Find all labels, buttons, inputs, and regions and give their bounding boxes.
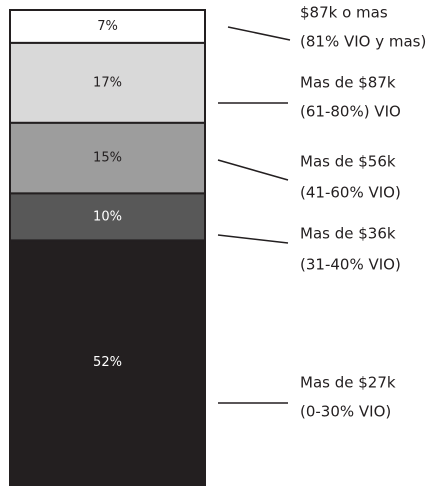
value-label: 52% (93, 355, 122, 370)
segment-label: (61-80%) VIO (300, 103, 401, 121)
value-label: 7% (97, 19, 118, 34)
leader-line (217, 159, 289, 181)
segment-label: $87k o mas (300, 4, 388, 22)
segment-label: Mas de $56k (300, 153, 396, 171)
segment-label: Mas de $87k (300, 74, 396, 92)
segment-label: (31-40% VIO) (300, 256, 401, 274)
value-label: 17% (93, 75, 122, 90)
segment-label: Mas de $27k (300, 374, 396, 392)
segment-label: (81% VIO y mas) (300, 33, 426, 51)
segment-label: Mas de $36k (300, 225, 396, 243)
value-label: 15% (93, 151, 122, 166)
bar-segment (9, 41, 206, 124)
bar-segment (9, 121, 206, 195)
leader-line (227, 26, 291, 41)
segment-label: (0-30% VIO) (300, 403, 391, 421)
bar-segment (9, 192, 206, 242)
leader-line (217, 234, 289, 244)
segment-label: (41-60% VIO) (300, 184, 401, 202)
bar-segment (9, 239, 206, 486)
bar-segment (9, 9, 206, 44)
value-label: 10% (93, 209, 122, 224)
